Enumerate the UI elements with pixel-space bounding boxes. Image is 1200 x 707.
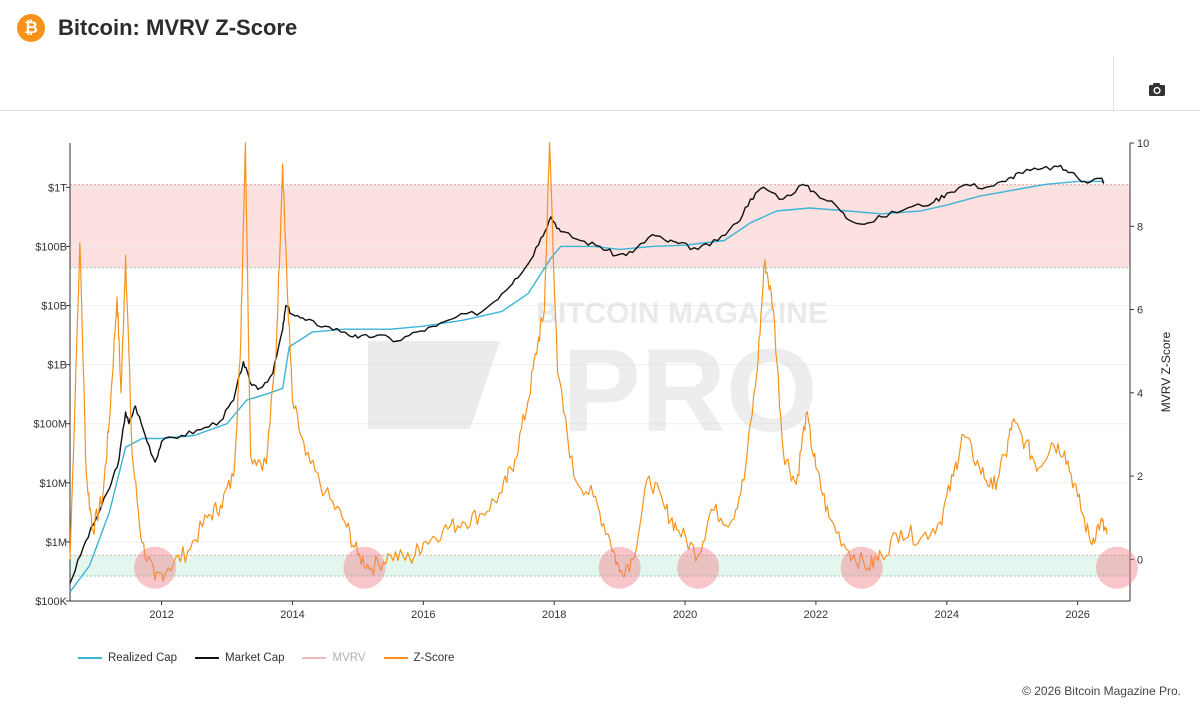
- y-right-tick-label: 4: [1137, 388, 1143, 400]
- legend-swatch: [78, 657, 102, 659]
- legend-item-realized-cap[interactable]: Realized Cap: [78, 652, 177, 664]
- z-score-series-line: [69, 142, 1108, 582]
- y-left-tick-label: $100K: [35, 596, 67, 608]
- y-right-axis-label: MVRV Z-Score: [1159, 331, 1173, 412]
- y-left-tick-label: $10M: [39, 478, 67, 490]
- y-left-tick-label: $1M: [46, 537, 67, 549]
- market-cap-series-line: [69, 164, 1105, 584]
- y-right-tick-label: 10: [1137, 138, 1149, 150]
- y-right-tick-label: 0: [1137, 554, 1143, 566]
- legend-item-market-cap[interactable]: Market Cap: [195, 652, 284, 664]
- copyright-text: © 2026 Bitcoin Magazine Pro.: [1022, 684, 1181, 698]
- y-left-tick-label: $100B: [35, 241, 67, 253]
- legend-swatch: [383, 657, 408, 659]
- header: ₿ Bitcoin: MVRV Z-Score: [0, 0, 1200, 57]
- y-right-tick-label: 2: [1137, 471, 1143, 483]
- legend-label: Market Cap: [225, 652, 285, 664]
- legend-item-mvrv[interactable]: MVRV: [302, 652, 366, 664]
- x-tick-label: 2024: [935, 609, 959, 621]
- chart-toolbar: [0, 56, 1200, 111]
- page-title: Bitcoin: MVRV Z-Score: [58, 15, 298, 40]
- overvalued-zone: [70, 184, 1130, 268]
- cycle-bottom-marker: [343, 546, 386, 589]
- legend-label: MVRV: [332, 652, 366, 664]
- x-tick-label: 2018: [542, 609, 566, 621]
- undervalued-zone: [70, 555, 1130, 577]
- legend-swatch: [195, 657, 220, 659]
- y-left-tick-label: $1T: [48, 182, 67, 194]
- legend-item-z-score[interactable]: Z-Score: [383, 652, 455, 664]
- bitcoin-logo-icon: ₿: [17, 14, 45, 42]
- watermark-line1: BITCOIN MAGAZINE: [536, 297, 828, 330]
- x-tick-label: 2020: [673, 609, 697, 621]
- realized-cap-series-line: [69, 180, 1104, 593]
- legend-swatch: [302, 657, 327, 659]
- y-left-tick-label: $10B: [41, 301, 67, 313]
- x-tick-label: 2022: [804, 609, 828, 621]
- cycle-bottom-marker: [1095, 546, 1138, 589]
- legend: Realized Cap Market Cap MVRV Z-Score: [78, 652, 454, 664]
- mvrv-zscore-chart: BITCOIN MAGAZINE PRO $100K $1M $10M $100M $1…: [33, 138, 1173, 621]
- legend-label: Z-Score: [413, 652, 455, 664]
- x-tick-label: 2016: [411, 609, 435, 621]
- toolbar-divider: [1113, 56, 1114, 110]
- cycle-bottom-marker: [677, 546, 720, 589]
- watermark: BITCOIN MAGAZINE PRO: [368, 297, 828, 457]
- cycle-bottom-marker: [840, 546, 883, 589]
- cycle-bottom-marker: [134, 546, 177, 589]
- legend-label: Realized Cap: [108, 652, 178, 664]
- y-right-tick-label: 6: [1137, 305, 1143, 317]
- x-tick-label: 2026: [1065, 609, 1089, 621]
- y-left-tick-label: $100M: [33, 419, 67, 431]
- cycle-bottom-marker: [598, 546, 641, 589]
- x-tick-label: 2014: [280, 609, 304, 621]
- x-tick-label: 2012: [149, 609, 173, 621]
- y-left-tick-label: $1B: [47, 360, 67, 372]
- camera-icon[interactable]: [1142, 79, 1172, 101]
- y-right-tick-label: 8: [1137, 221, 1143, 233]
